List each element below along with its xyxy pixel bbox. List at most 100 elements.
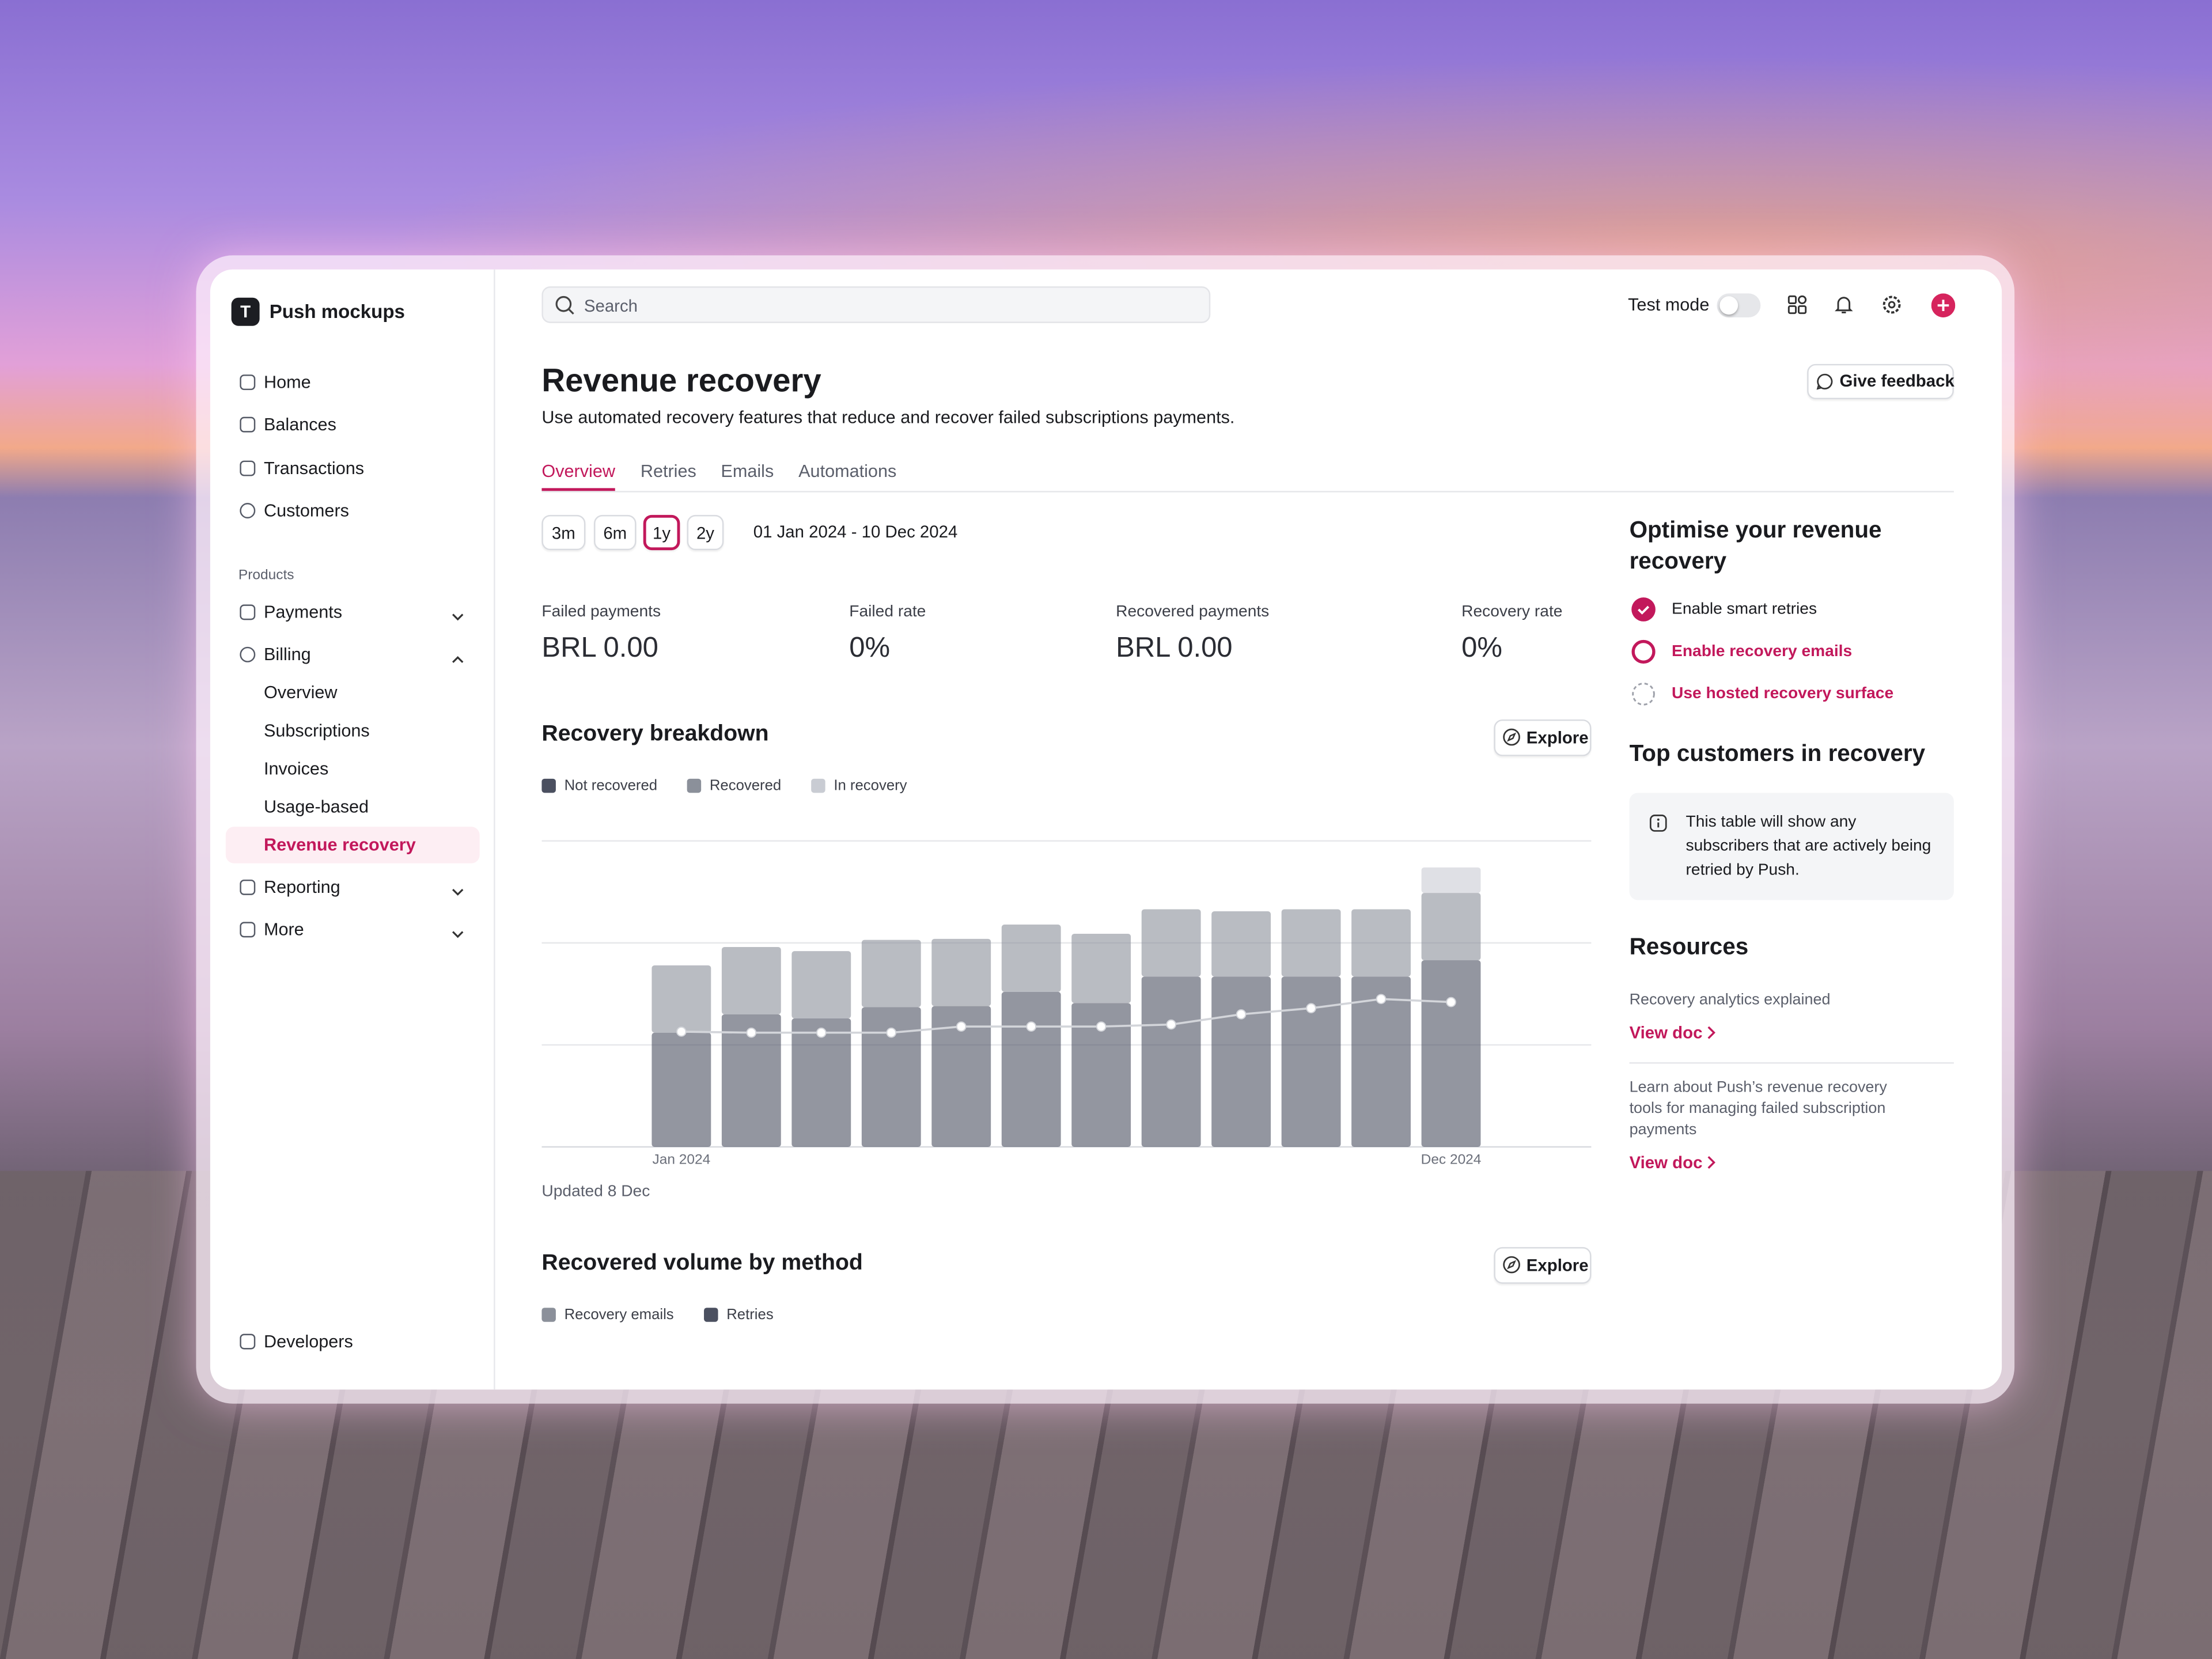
bar-segment bbox=[931, 938, 991, 1006]
range-button[interactable] bbox=[687, 514, 724, 551]
bar-segment bbox=[861, 1007, 921, 1147]
bar-segment bbox=[1351, 976, 1411, 1147]
nav-item[interactable]: Developers bbox=[263, 1331, 353, 1352]
legend-swatch bbox=[811, 778, 825, 793]
x-tick-label: Jan 2024 bbox=[653, 1152, 711, 1167]
bell-icon[interactable] bbox=[1834, 295, 1854, 315]
apps-icon[interactable] bbox=[1787, 295, 1807, 315]
metric-label: Recovery rate bbox=[1461, 604, 1563, 621]
bar-segment bbox=[1281, 909, 1341, 977]
info-text: This table will show any subscribers tha… bbox=[1685, 814, 1931, 879]
explore-label: Explore bbox=[1526, 728, 1589, 748]
settings-icon[interactable] bbox=[1882, 295, 1902, 315]
bar-segment bbox=[791, 1018, 851, 1147]
bar-segment bbox=[791, 951, 851, 1018]
line-point bbox=[1376, 994, 1387, 1005]
resource-text: Recovery analytics explained bbox=[1629, 991, 1831, 1009]
range-button[interactable] bbox=[643, 514, 680, 551]
nav-item[interactable]: Billing bbox=[263, 645, 311, 665]
legend-label: Recovered bbox=[709, 777, 782, 794]
tab-underline bbox=[541, 488, 615, 491]
tab[interactable]: Emails bbox=[721, 461, 774, 482]
chart-title: Recovery breakdown bbox=[541, 722, 769, 747]
chat-icon bbox=[1816, 373, 1833, 390]
step[interactable]: Enable recovery emails bbox=[1672, 643, 1853, 661]
nav-item[interactable]: Transactions bbox=[263, 458, 365, 479]
tab[interactable]: Automations bbox=[798, 461, 897, 482]
line-point bbox=[746, 1027, 757, 1038]
page-subtitle: Use automated recovery features that red… bbox=[541, 407, 1235, 428]
nav-item[interactable]: Reporting bbox=[263, 877, 340, 897]
nav-item[interactable]: Customers bbox=[263, 501, 349, 521]
range-label: 6m bbox=[603, 523, 627, 543]
bar-segment bbox=[1421, 960, 1481, 1147]
metric-label: Recovered payments bbox=[1116, 604, 1270, 621]
line-point bbox=[956, 1021, 967, 1032]
sub-nav-item[interactable]: Revenue recovery bbox=[263, 835, 416, 855]
resource-link[interactable]: View doc bbox=[1629, 1152, 1703, 1173]
legend-label: Retries bbox=[726, 1306, 774, 1324]
chevron bbox=[1707, 1156, 1715, 1169]
line-point bbox=[1236, 1009, 1247, 1020]
bar-segment bbox=[721, 1014, 781, 1147]
step-icons bbox=[1631, 597, 1656, 706]
bar-segment bbox=[652, 1032, 711, 1147]
bar-segment bbox=[1071, 1003, 1131, 1147]
bar-segment bbox=[721, 946, 781, 1014]
line-point bbox=[886, 1027, 897, 1038]
info-box bbox=[1629, 793, 1954, 900]
nav-icon bbox=[240, 646, 256, 662]
range-button[interactable] bbox=[594, 514, 637, 551]
brand-name: Push mockups bbox=[269, 301, 405, 323]
sub-nav-item[interactable]: Subscriptions bbox=[263, 721, 370, 741]
resource-link[interactable]: View doc bbox=[1629, 1022, 1703, 1043]
nav-item[interactable]: Payments bbox=[263, 602, 343, 623]
metric-label: Failed payments bbox=[541, 604, 661, 621]
legend-label: Not recovered bbox=[564, 777, 658, 794]
line-point bbox=[676, 1027, 687, 1037]
sub-nav-item[interactable]: Overview bbox=[263, 683, 338, 703]
sub-nav-item[interactable]: Invoices bbox=[263, 759, 329, 779]
line-point bbox=[816, 1027, 827, 1038]
bar-segment bbox=[1421, 867, 1481, 893]
create-button[interactable] bbox=[1931, 293, 1956, 318]
nav-item[interactable]: Balances bbox=[263, 415, 336, 435]
sidebar bbox=[210, 269, 495, 1390]
bar-segment bbox=[1281, 976, 1341, 1147]
metric-value: 0% bbox=[849, 632, 891, 664]
legend-label: In recovery bbox=[834, 777, 907, 794]
test-mode-label: Test mode bbox=[1628, 294, 1710, 315]
range-label: 3m bbox=[551, 523, 575, 543]
volume-title: Recovered volume by method bbox=[541, 1251, 863, 1275]
search-box[interactable] bbox=[541, 286, 1211, 323]
line-point bbox=[1026, 1021, 1037, 1032]
metric-value: 0% bbox=[1461, 632, 1502, 664]
step[interactable]: Use hosted recovery surface bbox=[1672, 685, 1894, 703]
tab[interactable]: Retries bbox=[640, 461, 696, 482]
bar-segment bbox=[931, 1006, 991, 1147]
metric-value: BRL 0.00 bbox=[541, 632, 658, 664]
explore-button[interactable] bbox=[1494, 1247, 1592, 1284]
nav-item[interactable]: Home bbox=[263, 372, 311, 392]
search-icon bbox=[555, 296, 574, 315]
nav-item[interactable]: More bbox=[263, 919, 304, 940]
bar-segment bbox=[1351, 909, 1411, 977]
bar-segment bbox=[1141, 909, 1201, 977]
legend-swatch bbox=[704, 1308, 718, 1322]
range-button[interactable] bbox=[541, 514, 586, 551]
toggle[interactable] bbox=[1717, 293, 1761, 318]
chevron bbox=[1707, 1026, 1715, 1039]
info-icon bbox=[1649, 815, 1667, 832]
chevron bbox=[452, 647, 464, 663]
step[interactable]: Enable smart retries bbox=[1672, 601, 1817, 618]
bar-segment bbox=[1211, 976, 1271, 1147]
sub-nav-item[interactable]: Usage-based bbox=[263, 797, 369, 817]
nav-icon bbox=[240, 416, 256, 433]
bar-segment bbox=[652, 965, 711, 1033]
tab[interactable]: Overview bbox=[541, 461, 615, 482]
brand-logo: T bbox=[231, 297, 260, 326]
chevron bbox=[452, 880, 464, 896]
resource-text: Learn about Push’s revenue recovery tool… bbox=[1629, 1079, 1887, 1139]
